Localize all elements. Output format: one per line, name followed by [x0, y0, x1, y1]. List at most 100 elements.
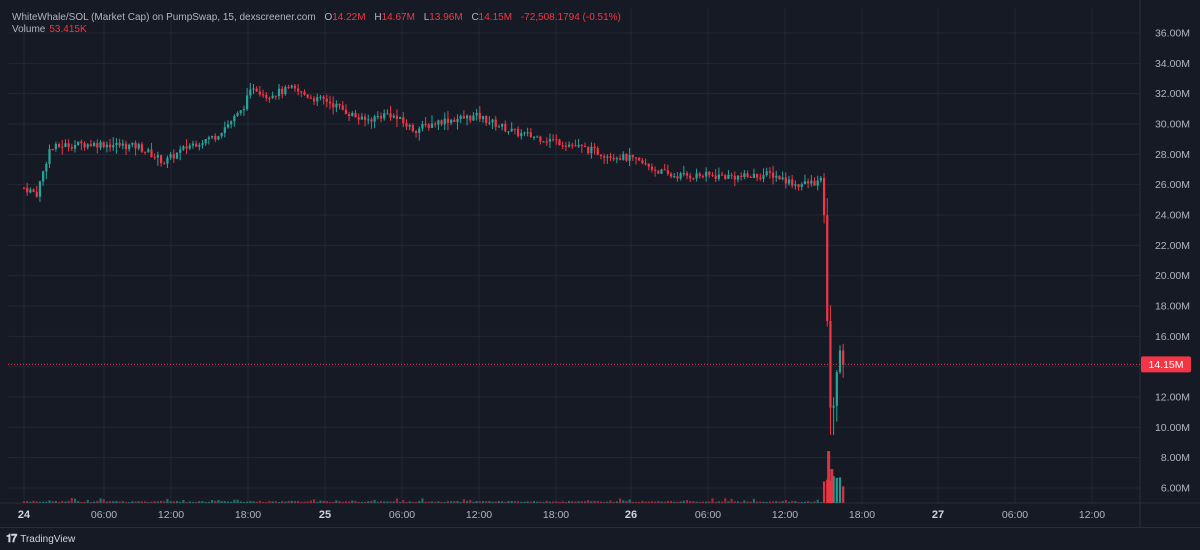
volume-bar	[558, 501, 561, 503]
volume-bar	[277, 501, 281, 503]
low-label: L	[423, 12, 430, 23]
candle-body	[520, 133, 523, 137]
volume-bar	[666, 500, 669, 503]
x-tick-label: 06:00	[91, 509, 117, 521]
candle-body	[309, 97, 312, 99]
candle-body	[666, 170, 669, 174]
volume-bar	[660, 501, 663, 503]
x-tick-label: 26	[625, 509, 637, 521]
candle-body	[271, 95, 274, 99]
volume-bar	[303, 501, 306, 503]
volume-bar	[258, 500, 261, 503]
candle-body	[816, 180, 819, 186]
volume-bar	[386, 501, 389, 503]
candle-body	[746, 173, 749, 177]
volume-bar	[695, 501, 698, 503]
volume-bar	[536, 501, 539, 503]
candle-body	[762, 175, 765, 179]
y-tick-label: 20.00M	[1155, 270, 1190, 282]
candle-body	[172, 154, 175, 159]
candle-body	[354, 112, 357, 118]
volume-bar	[673, 501, 676, 503]
volume-spike	[827, 451, 831, 503]
volume-bar	[172, 501, 175, 503]
volume-bar	[717, 501, 720, 503]
volume-bar	[705, 501, 708, 503]
candle-body	[516, 128, 520, 137]
volume-bar	[596, 501, 599, 503]
volume-bar	[768, 501, 771, 503]
volume-bar	[319, 500, 322, 503]
candle-body	[61, 146, 64, 148]
volume-legend: Volume 53.415K	[12, 24, 87, 35]
candle-body	[284, 87, 287, 95]
candle-body	[277, 88, 281, 96]
price-chart[interactable]: 36.00M 34.00M 32.00M 30.00M 28.00M 26.00M 24.0…	[0, 0, 1200, 528]
volume-bar	[746, 501, 749, 503]
candle-body	[475, 112, 478, 116]
volume-bar	[226, 501, 230, 503]
candle-body	[70, 147, 73, 149]
candle-body	[446, 118, 450, 124]
volume-bar	[182, 499, 185, 503]
volume-bar	[198, 500, 201, 503]
candle-body	[338, 103, 341, 106]
tradingview-brand[interactable]: 𝟏𝟕 TradingView	[6, 533, 75, 546]
candle-body	[628, 154, 631, 161]
volume-bar	[328, 501, 332, 503]
volume-bar	[418, 500, 421, 503]
volume-bar	[711, 498, 714, 503]
symbol-label[interactable]: WhiteWhale/SOL (Market Cap) on PumpSwap,…	[12, 12, 316, 23]
volume-bar	[730, 498, 733, 503]
volume-bar	[756, 501, 759, 503]
candle-body	[402, 117, 405, 124]
volume-bar	[816, 499, 819, 503]
candle-body	[481, 115, 485, 120]
volume-bar	[819, 501, 822, 503]
candle-body	[682, 173, 685, 175]
volume-bar	[354, 500, 357, 503]
volume-bar	[287, 500, 290, 503]
volume-bar	[64, 501, 67, 503]
volume-bar	[628, 499, 631, 503]
candle-body	[42, 171, 45, 182]
volume-bar	[421, 498, 424, 503]
candle-body	[714, 175, 717, 179]
candle-body	[332, 103, 335, 108]
candle-body	[660, 169, 663, 174]
volume-bar	[634, 501, 638, 503]
candle-body	[832, 405, 835, 408]
y-tick-label: 18.00M	[1155, 301, 1190, 313]
volume-bar	[309, 500, 312, 503]
volume-label[interactable]: Volume	[12, 24, 46, 35]
volume-bar	[134, 501, 137, 503]
volume-bar	[625, 500, 628, 503]
volume-bar	[491, 501, 494, 503]
x-tick-label: 12:00	[772, 509, 798, 521]
volume-bar	[462, 499, 465, 503]
volume-bar	[507, 501, 510, 503]
candle-body	[252, 88, 255, 90]
volume-bar	[411, 501, 414, 503]
candle-body	[552, 139, 555, 141]
volume-bar	[195, 501, 198, 503]
volume-bar	[83, 501, 86, 503]
volume-bar	[583, 501, 587, 503]
close-value: 14.15M	[478, 12, 513, 23]
candle-body	[153, 157, 156, 159]
candle-body	[717, 174, 720, 179]
candle-body	[485, 115, 488, 123]
candle-body	[185, 146, 188, 149]
low-value: 13.96M	[429, 12, 463, 23]
volume-bar	[150, 501, 153, 503]
volume-bar	[51, 501, 54, 503]
y-tick-label: 36.00M	[1155, 28, 1190, 40]
volume-bar	[835, 477, 838, 503]
volume-bar	[392, 501, 395, 503]
candle-body	[411, 125, 414, 132]
candle-body	[571, 144, 574, 146]
candle-body	[536, 136, 539, 138]
candle-body	[424, 123, 427, 125]
volume-bar	[663, 501, 666, 503]
y-tick-label: 16.00M	[1155, 331, 1190, 343]
